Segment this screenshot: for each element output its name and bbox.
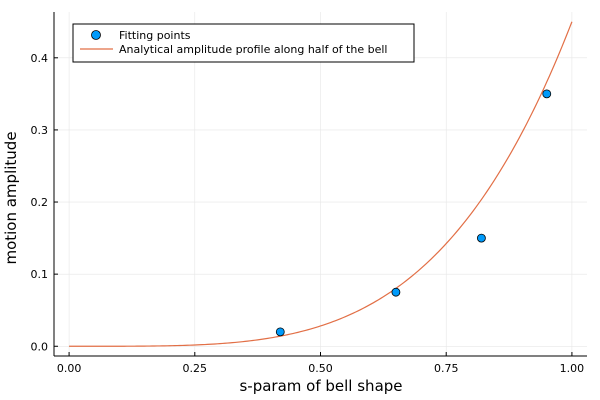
x-tick-label: 0.00 [57, 362, 82, 375]
series-line [69, 21, 573, 347]
legend-box [72, 23, 415, 63]
x-axis-title: s-param of bell shape [239, 377, 402, 395]
y-ticks: 0.0 0.1 0.2 0.3 0.4 [31, 52, 58, 353]
scatter-point [542, 89, 552, 99]
x-tick-label: 0.50 [308, 362, 333, 375]
y-axis-title: motion amplitude [2, 131, 20, 264]
legend-label-fitting-points: Fitting points [119, 29, 191, 42]
x-tick-label: 0.75 [434, 362, 459, 375]
x-tick-label: 1.00 [560, 362, 585, 375]
legend: Fitting points Analytical amplitude prof… [72, 23, 415, 63]
y-tick-label: 0.1 [31, 268, 49, 281]
x-ticks: 0.00 0.25 0.50 0.75 1.00 [57, 352, 584, 375]
legend-marker-fitting-points [91, 30, 101, 40]
scatter-point [477, 233, 486, 243]
y-tick-label: 0.4 [31, 52, 49, 65]
x-tick-label: 0.25 [183, 362, 208, 375]
legend-label-analytical: Analytical amplitude profile along half … [119, 43, 387, 56]
series-points [275, 89, 552, 337]
series-line-analytical [69, 21, 573, 347]
scatter-point [275, 327, 285, 337]
y-tick-label: 0.3 [31, 124, 49, 137]
y-tick-label: 0.2 [31, 196, 49, 209]
y-tick-label: 0.0 [31, 340, 49, 353]
scatter-point [391, 287, 401, 297]
